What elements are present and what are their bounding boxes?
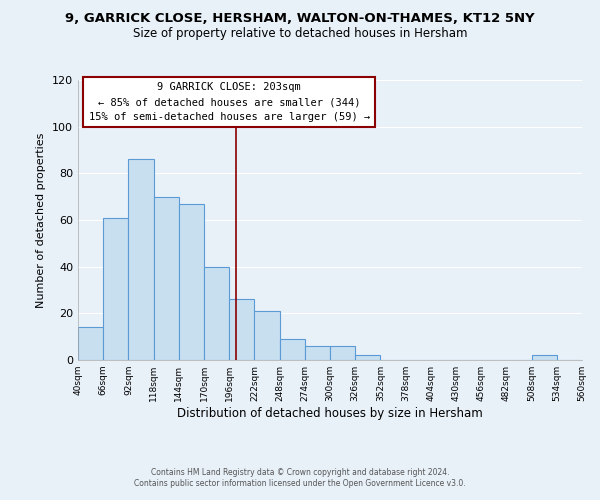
Bar — [229, 300, 254, 360]
Bar — [254, 311, 280, 360]
Text: Size of property relative to detached houses in Hersham: Size of property relative to detached ho… — [133, 28, 467, 40]
Bar — [355, 356, 380, 360]
Y-axis label: Number of detached properties: Number of detached properties — [37, 132, 46, 308]
Bar — [305, 346, 330, 360]
Bar — [204, 266, 229, 360]
Text: 9, GARRICK CLOSE, HERSHAM, WALTON-ON-THAMES, KT12 5NY: 9, GARRICK CLOSE, HERSHAM, WALTON-ON-THA… — [65, 12, 535, 26]
X-axis label: Distribution of detached houses by size in Hersham: Distribution of detached houses by size … — [177, 407, 483, 420]
Bar — [154, 196, 179, 360]
Text: 9 GARRICK CLOSE: 203sqm
← 85% of detached houses are smaller (344)
15% of semi-d: 9 GARRICK CLOSE: 203sqm ← 85% of detache… — [89, 82, 370, 122]
Bar — [532, 356, 557, 360]
Bar — [78, 328, 103, 360]
Bar — [128, 160, 154, 360]
Bar — [280, 339, 305, 360]
Bar — [179, 204, 204, 360]
Text: Contains HM Land Registry data © Crown copyright and database right 2024.
Contai: Contains HM Land Registry data © Crown c… — [134, 468, 466, 487]
Bar — [103, 218, 128, 360]
Bar — [330, 346, 355, 360]
